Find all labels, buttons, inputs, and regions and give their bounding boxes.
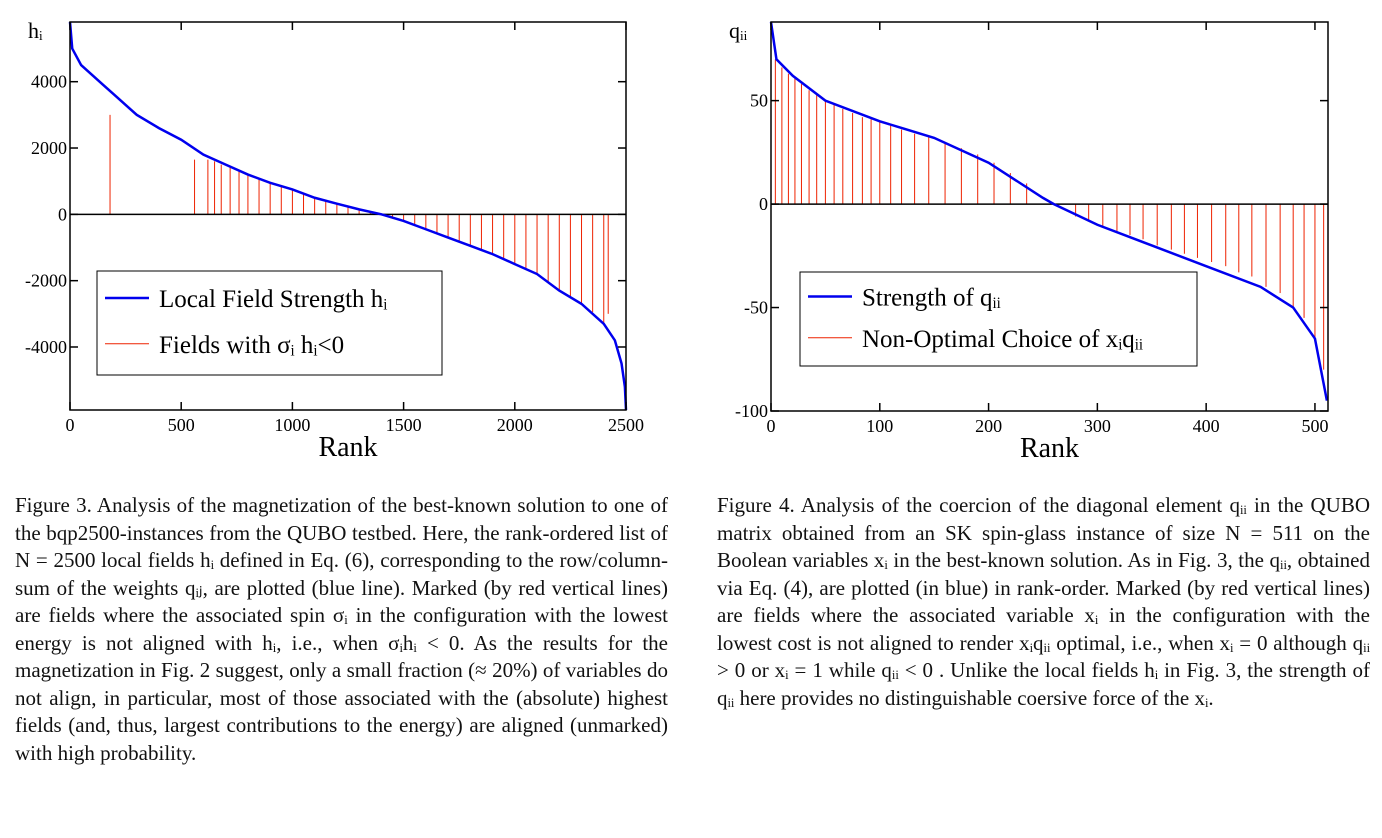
x-tick-label: 500: [168, 415, 195, 435]
plot-frame: [770, 21, 1329, 412]
x-tick-label: 0: [767, 416, 776, 436]
data-line: [68, 21, 628, 411]
x-tick-label: 2000: [497, 415, 533, 435]
y-axis-label: hᵢ: [28, 18, 43, 43]
y-tick-label: 50: [750, 91, 768, 111]
x-tick-label: 100: [866, 416, 893, 436]
legend-label: Strength of qᵢᵢ: [862, 284, 1001, 311]
y-tick-label: -4000: [25, 337, 67, 357]
legend-label: Local Field Strength hᵢ: [159, 286, 387, 313]
plot-frame: [69, 21, 627, 411]
x-axis-label: Rank: [318, 432, 377, 463]
x-tick-label: 2500: [608, 415, 644, 435]
x-tick-label: 500: [1301, 416, 1328, 436]
y-tick-label: 0: [759, 194, 768, 214]
caption: Figure 4. Analysis of the coercion of th…: [717, 493, 1370, 710]
data-line: [769, 21, 1329, 401]
x-tick-label: 1000: [274, 415, 310, 435]
x-tick-label: 400: [1193, 416, 1220, 436]
x-tick-label: 200: [975, 416, 1002, 436]
y-tick-label: 4000: [31, 72, 67, 92]
y-tick-label: 0: [58, 204, 67, 224]
y-tick-label: -50: [744, 298, 768, 318]
y-tick-label: -100: [735, 401, 768, 421]
x-tick-label: 1500: [386, 415, 422, 435]
legend-box: [96, 270, 443, 376]
y-tick-label: -2000: [25, 271, 67, 291]
x-axis-label: Rank: [1020, 433, 1079, 464]
caption: Figure 3. Analysis of the magnetization …: [15, 493, 668, 765]
x-tick-label: 300: [1084, 416, 1111, 436]
y-tick-label: 2000: [31, 138, 67, 158]
legend-label: Non-Optimal Choice of xᵢqᵢᵢ: [862, 326, 1143, 353]
legend-box: [799, 271, 1198, 367]
y-axis-label: qᵢᵢ: [729, 18, 748, 43]
x-tick-label: 0: [66, 415, 75, 435]
legend-label: Fields with σᵢ hᵢ<0: [159, 332, 344, 359]
